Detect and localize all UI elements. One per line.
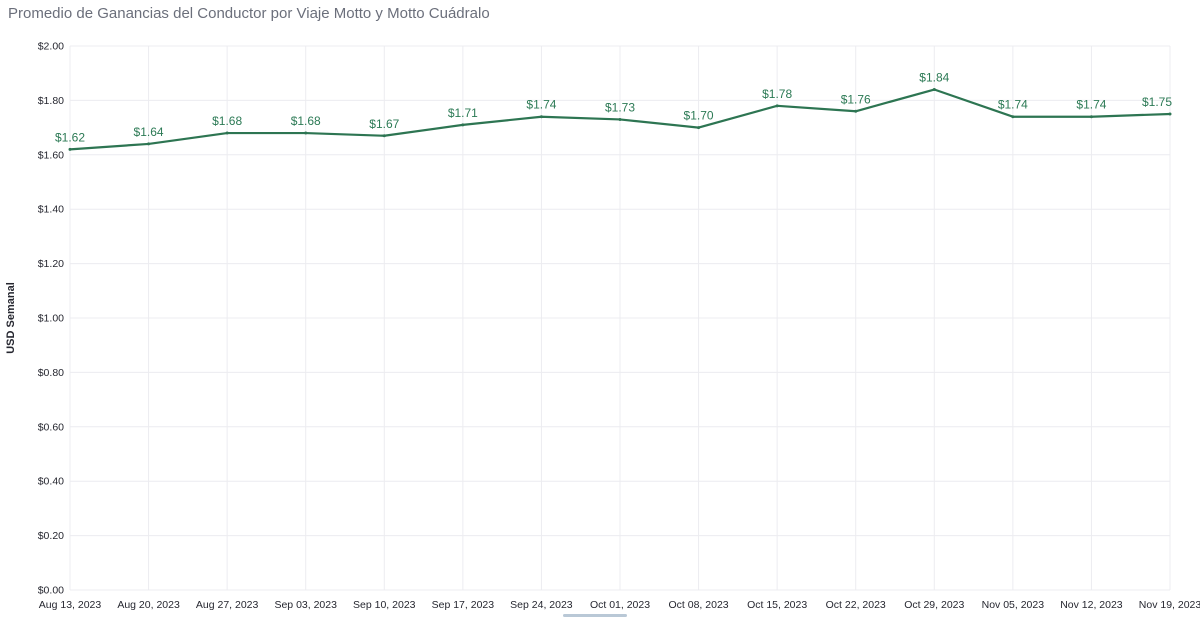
data-point[interactable] — [461, 123, 465, 127]
data-point[interactable] — [854, 109, 858, 113]
data-label-layer: $1.62 $1.64 $1.68 $1.68 $1.67 $1.71 $1.74 $1.73… — [55, 71, 1172, 145]
y-tick-label: $1.60 — [38, 149, 64, 161]
data-point[interactable] — [225, 131, 229, 135]
y-tick-label: $0.60 — [38, 421, 64, 433]
x-tick-label: Sep 03, 2023 — [274, 599, 337, 611]
data-label: $1.84 — [919, 71, 949, 85]
x-tick-label: Oct 29, 2023 — [904, 599, 964, 611]
data-point[interactable] — [147, 142, 151, 146]
series-line-layer — [68, 88, 1172, 151]
y-tick-label: $2.00 — [38, 41, 64, 53]
y-tick-labels: $0.00 $0.20 $0.40 $0.60 $0.80 $1.00 $1.20 $1.40… — [38, 41, 64, 597]
x-tick-label: Oct 15, 2023 — [747, 599, 807, 611]
data-label: $1.73 — [605, 100, 635, 114]
x-tick-label: Nov 19, 2023 — [1139, 599, 1200, 611]
data-label: $1.74 — [526, 98, 556, 112]
x-tick-label: Oct 22, 2023 — [826, 599, 886, 611]
data-label: $1.67 — [369, 117, 399, 131]
y-tick-label: $1.40 — [38, 204, 64, 216]
x-tick-label: Sep 24, 2023 — [510, 599, 573, 611]
y-tick-label: $1.20 — [38, 258, 64, 270]
y-tick-label: $0.40 — [38, 476, 64, 488]
data-label: $1.70 — [684, 109, 714, 123]
data-label: $1.74 — [1076, 98, 1106, 112]
data-point[interactable] — [618, 117, 622, 121]
x-tick-label: Oct 01, 2023 — [590, 599, 650, 611]
x-tick-label: Sep 17, 2023 — [432, 599, 495, 611]
data-point[interactable] — [697, 126, 701, 130]
y-tick-label: $0.80 — [38, 367, 64, 379]
x-tick-label: Aug 13, 2023 — [39, 599, 102, 611]
data-label: $1.68 — [212, 114, 242, 128]
y-tick-label: $1.80 — [38, 95, 64, 107]
data-point[interactable] — [1089, 115, 1093, 119]
data-point[interactable] — [932, 88, 936, 92]
x-tick-labels: Aug 13, 2023 Aug 20, 2023 Aug 27, 2023 Sep … — [39, 599, 1200, 611]
data-label: $1.64 — [134, 125, 164, 139]
x-tick-label: Oct 08, 2023 — [669, 599, 729, 611]
data-point[interactable] — [68, 147, 72, 151]
data-point[interactable] — [775, 104, 779, 108]
x-tick-label: Sep 10, 2023 — [353, 599, 416, 611]
x-tick-label: Aug 20, 2023 — [117, 599, 180, 611]
y-tick-label: $0.20 — [38, 530, 64, 542]
data-label: $1.71 — [448, 106, 478, 120]
x-tick-label: Aug 27, 2023 — [196, 599, 259, 611]
y-axis-title: USD Semanal — [5, 282, 17, 354]
data-label: $1.62 — [55, 130, 85, 144]
data-label: $1.68 — [291, 114, 321, 128]
y-tick-label: $1.00 — [38, 313, 64, 325]
horizontal-scrollbar[interactable] — [563, 614, 627, 617]
data-point[interactable] — [539, 115, 543, 119]
y-tick-label: $0.00 — [38, 585, 64, 597]
data-label: $1.78 — [762, 87, 792, 101]
grid-layer — [69, 45, 1171, 591]
data-label: $1.76 — [841, 92, 871, 106]
data-point[interactable] — [382, 134, 386, 138]
data-point[interactable] — [1168, 112, 1172, 116]
chart-title: Promedio de Ganancias del Conductor por … — [8, 5, 490, 22]
data-label: $1.74 — [998, 98, 1028, 112]
data-point[interactable] — [1011, 115, 1015, 119]
x-tick-label: Nov 12, 2023 — [1060, 599, 1123, 611]
data-label: $1.75 — [1142, 95, 1172, 109]
x-tick-label: Nov 05, 2023 — [982, 599, 1045, 611]
data-point[interactable] — [304, 131, 308, 135]
